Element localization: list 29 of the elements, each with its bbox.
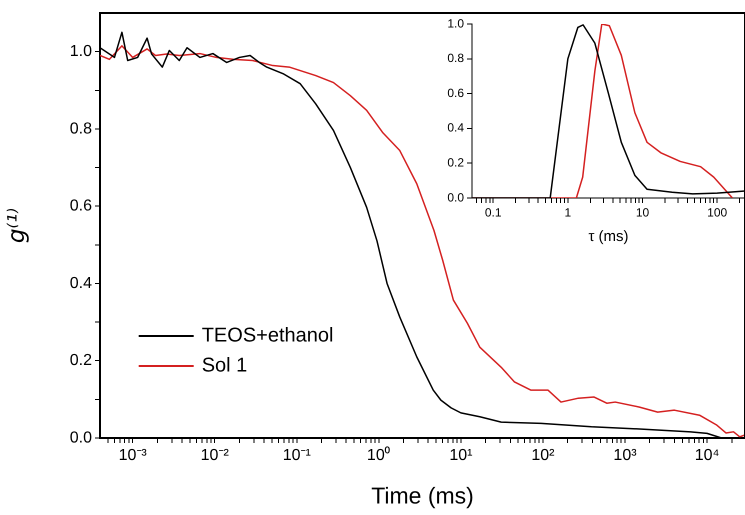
y-tick-label: 0.6 [70, 198, 92, 215]
x-tick-label: 1 [564, 206, 572, 220]
legend-label: Sol 1 [202, 354, 248, 377]
x-tick-label: 10⁻¹ [282, 447, 311, 464]
y-tick-label: 0.8 [447, 51, 464, 66]
y-tick-label: 0.4 [70, 274, 92, 292]
x-axis-title: Time (ms) [371, 482, 474, 509]
x-tick-label: 10⁴ [694, 447, 720, 464]
y-tick-label: 0.0 [447, 190, 464, 204]
y-tick-label: 0.2 [447, 156, 464, 170]
x-tick-label: 10⁰ [366, 446, 391, 464]
x-tick-label: 100 [707, 206, 728, 220]
x-axis-title: τ (ms) [588, 228, 629, 246]
x-tick-label: 10⁻² [200, 447, 230, 464]
x-tick-label: 0.1 [484, 206, 502, 220]
y-tick-label: 0.6 [447, 86, 464, 100]
y-axis-title: g⁽¹⁾ [4, 208, 30, 244]
x-tick-label: 10² [531, 447, 556, 464]
y-tick-label: 0.4 [447, 120, 464, 135]
x-tick-label: 10⁻³ [118, 447, 148, 464]
y-tick-label: 1.0 [70, 43, 92, 60]
y-tick-label: 0.8 [70, 120, 92, 138]
legend-label: TEOS+ethanol [202, 324, 334, 347]
x-tick-label: 10¹ [449, 447, 472, 464]
y-tick-label: 0.0 [70, 429, 92, 446]
y-tick-label: 0.2 [70, 352, 92, 370]
x-tick-label: 10 [636, 206, 650, 220]
y-tick-label: 1.0 [447, 16, 464, 30]
x-tick-label: 10³ [613, 447, 638, 464]
